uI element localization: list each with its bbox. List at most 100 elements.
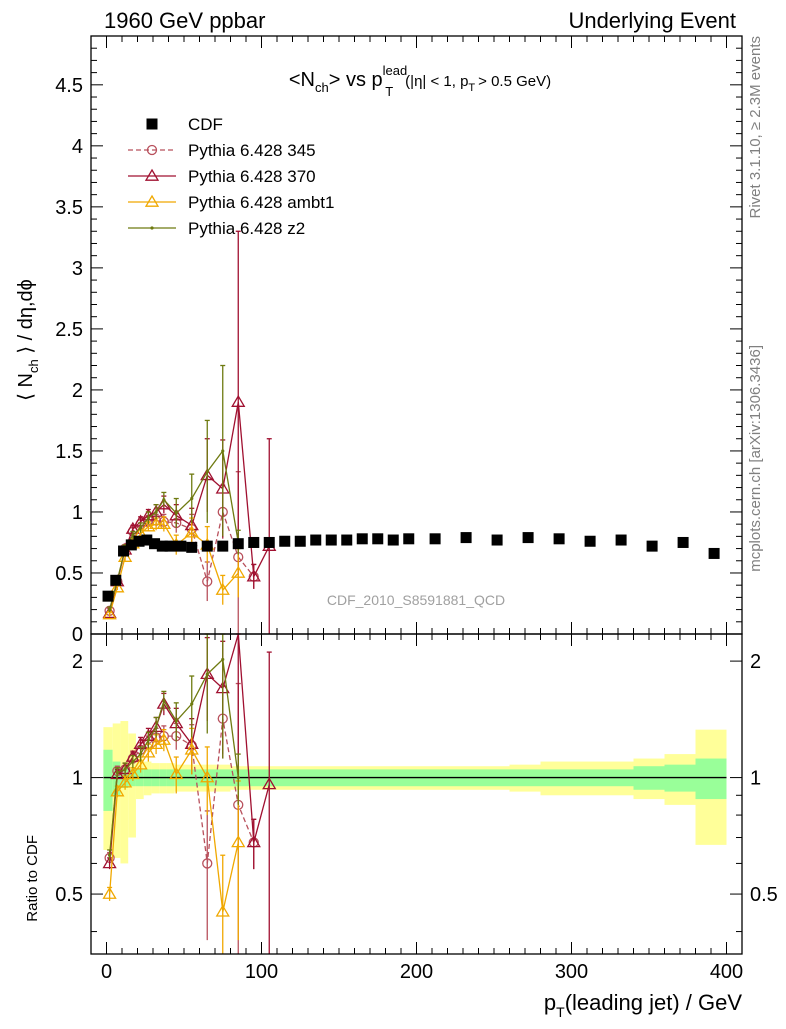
main-point-cdf [403, 533, 415, 545]
uncertainty-band-inner [695, 758, 727, 800]
main-point-pythia-6-428-370 [231, 394, 246, 407]
main-point-pythia-6-428-z2 [221, 449, 225, 453]
main-point-pythia-6-428-ambt1 [215, 582, 230, 595]
ratio-point-pythia-6-428-ambt1 [117, 775, 133, 788]
main-point-pythia-6-428-z2 [162, 498, 166, 502]
main-point-pythia-6-428-z2 [205, 470, 209, 474]
ratio-point-pythia-6-428-370 [246, 835, 261, 848]
y-tick-label: 2.5 [55, 319, 83, 341]
y-tick-label: 3 [72, 258, 83, 280]
main-point-pythia-6-428-345 [202, 576, 213, 587]
main-point-pythia-6-428-370 [246, 569, 261, 582]
main-point-cdf [175, 540, 187, 552]
legend-label: Pythia 6.428 345 [188, 141, 316, 160]
main-point-cdf [186, 541, 198, 553]
ylabel-sub: ch [26, 359, 41, 373]
main-point-pythia-6-428-ambt1 [148, 516, 164, 530]
ratio-point-pythia-6-428-z2 [131, 759, 135, 764]
title-mid: > vs p [329, 69, 383, 91]
ratio-frame [90, 633, 743, 955]
main-point-cdf [217, 540, 229, 552]
legend-entry-pythia-6-428-z2: Pythia 6.428 z2 [128, 219, 305, 238]
ratio-point-pythia-6-428-z2 [190, 702, 194, 706]
ratio-point-pythia-6-428-z2 [108, 853, 112, 857]
ratio-y-tick-label-left: 0.5 [55, 884, 83, 906]
main-point-cdf [156, 540, 168, 552]
ratio-point-pythia-6-428-ambt1 [231, 835, 246, 848]
main-point-cdf [118, 545, 130, 557]
main-point-pythia-6-428-ambt1 [184, 525, 199, 538]
rivet-label: Rivet 3.1.10, ≥ 2.3M events [747, 36, 764, 219]
legend-entry-cdf: CDF [146, 115, 223, 134]
mcplots-label: mcplots.cern.ch [arXiv:1306.3436] [747, 345, 764, 572]
legend-label: Pythia 6.428 ambt1 [188, 193, 334, 212]
legend-marker [144, 168, 160, 181]
legend-entry-pythia-6-428-370: Pythia 6.428 370 [128, 167, 316, 186]
ratio-point-pythia-6-428-ambt1 [215, 904, 230, 917]
main-series-pythia-6-428-370 [102, 230, 277, 634]
ratio-panel: 0.5 0.5 1 1 2 2 0 100 200 300 400 [55, 633, 778, 983]
legend-marker [150, 226, 154, 230]
main-point-cdf [102, 590, 114, 602]
y-tick-label: 4 [72, 136, 83, 158]
y-tick-label: 1.5 [55, 441, 83, 463]
ratio-y-axis-label: Ratio to CDF [24, 835, 41, 922]
x-axis-label: pT(leading jet) / GeV [544, 990, 742, 1020]
main-point-cdf [201, 540, 213, 552]
main-point-cdf [553, 533, 565, 545]
ratio-point-pythia-6-428-ambt1 [200, 770, 215, 783]
ratio-point-pythia-6-428-z2 [154, 725, 158, 729]
legend-marker [144, 194, 160, 207]
main-point-pythia-6-428-z2 [146, 516, 150, 520]
xlabel-post: (leading jet) / GeV [565, 990, 743, 1015]
main-point-cdf [310, 534, 322, 546]
y-tick-label: 2 [72, 380, 83, 402]
main-point-cdf [429, 533, 441, 545]
uncertainty-band-inner [103, 749, 113, 811]
ratio-point-pythia-6-428-ambt1 [156, 732, 171, 745]
y-tick-label: 0 [72, 624, 83, 646]
legend-entry-pythia-6-428-ambt1: Pythia 6.428 ambt1 [128, 193, 334, 212]
ratio-y-tick-label-left: 1 [72, 768, 83, 790]
legend-label: Pythia 6.428 z2 [188, 219, 305, 238]
xlabel-sub: T [556, 1004, 565, 1020]
main-point-cdf [133, 535, 145, 547]
title-main: <N [289, 69, 315, 91]
ratio-point-pythia-6-428-z2 [139, 752, 143, 756]
main-point-cdf [387, 534, 399, 546]
ratio-point-pythia-6-428-ambt1 [184, 742, 199, 755]
x-tick-label: 100 [245, 961, 278, 983]
main-point-pythia-6-428-ambt1 [156, 516, 171, 530]
main-point-pythia-6-428-ambt1 [102, 607, 117, 620]
y-tick-label: 1 [72, 502, 83, 524]
main-point-cdf [372, 533, 384, 545]
legend-marker [146, 144, 158, 156]
ratio-point-pythia-6-428-370 [262, 777, 277, 790]
main-point-cdf [708, 547, 720, 559]
ratio-point-pythia-6-428-z2 [162, 699, 166, 703]
main-point-cdf [294, 535, 306, 547]
ratio-point-pythia-6-428-345 [202, 858, 213, 869]
ratio-point-pythia-6-428-ambt1 [133, 757, 148, 770]
main-point-cdf [615, 534, 627, 546]
main-point-cdf [141, 534, 153, 546]
header-left: 1960 GeV ppbar [104, 8, 265, 33]
title-cuts-end: > 0.5 GeV) [478, 73, 551, 90]
x-tick-label: 0 [101, 961, 112, 983]
ratio-point-pythia-6-428-z2 [205, 672, 209, 676]
main-point-cdf [584, 535, 596, 547]
ratio-point-pythia-6-428-z2 [174, 719, 178, 723]
main-point-pythia-6-428-z2 [139, 526, 143, 530]
y-tick-label: 4.5 [55, 75, 83, 97]
ratio-point-pythia-6-428-ambt1 [125, 766, 140, 780]
main-point-pythia-6-428-ambt1 [231, 565, 246, 578]
legend-marker [146, 118, 158, 130]
ratio-point-pythia-6-428-z2 [146, 738, 150, 742]
ratio-point-pythia-6-428-z2 [236, 775, 240, 780]
ylabel-pre: ⟨ N [15, 373, 37, 401]
header-right: Underlying Event [568, 8, 736, 33]
x-tick-label: 300 [555, 961, 588, 983]
ratio-y-tick-label-right: 1 [750, 768, 761, 790]
main-point-pythia-6-428-z2 [190, 496, 194, 501]
